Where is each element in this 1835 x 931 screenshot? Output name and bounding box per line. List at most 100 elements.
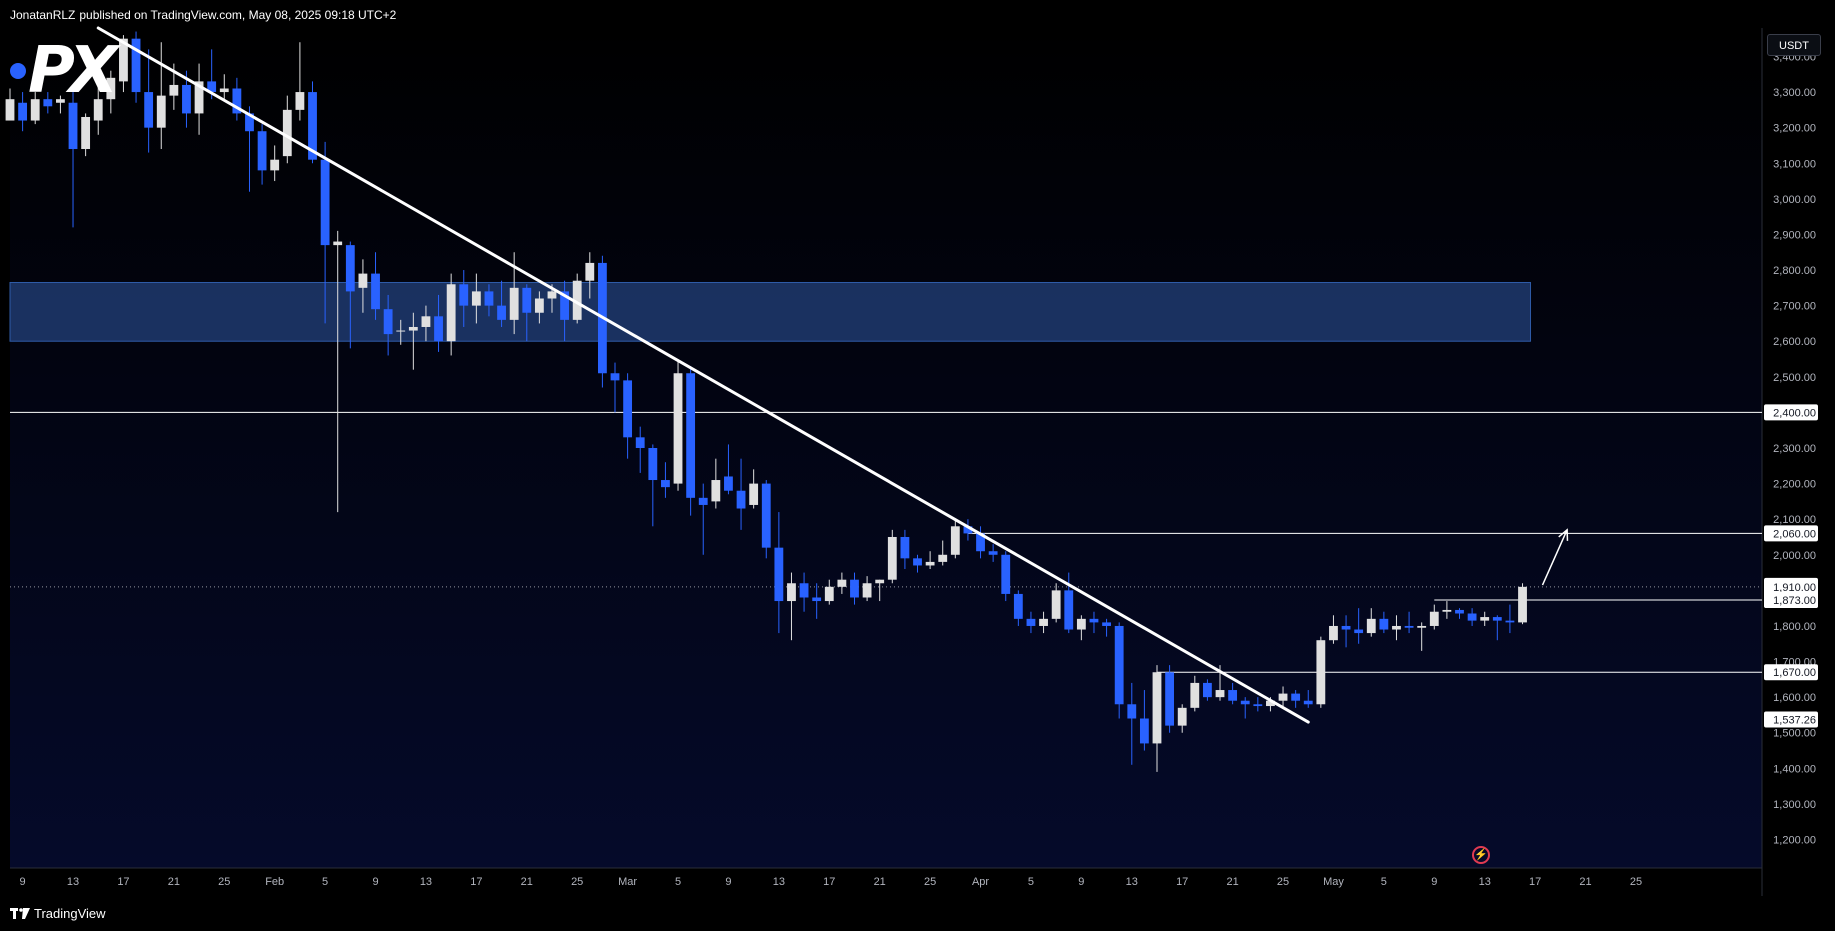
candle[interactable] — [661, 462, 670, 498]
candle[interactable] — [837, 572, 847, 594]
candle[interactable] — [194, 63, 204, 135]
candle[interactable] — [799, 572, 809, 612]
candle[interactable] — [282, 95, 292, 164]
candle[interactable] — [1089, 611, 1099, 634]
candle[interactable] — [1291, 690, 1301, 708]
candle[interactable] — [1127, 682, 1137, 765]
candle[interactable] — [43, 92, 53, 114]
candle[interactable] — [824, 579, 834, 605]
candle[interactable] — [358, 259, 368, 313]
candle[interactable] — [1064, 572, 1074, 634]
candle[interactable] — [724, 444, 733, 495]
candle[interactable] — [963, 519, 973, 541]
candle[interactable] — [850, 572, 859, 605]
candle[interactable] — [56, 95, 65, 114]
candle[interactable] — [1505, 604, 1515, 634]
candle[interactable] — [534, 291, 544, 324]
candle[interactable] — [950, 519, 960, 559]
candle[interactable] — [1253, 697, 1263, 712]
candle[interactable] — [1429, 604, 1439, 630]
candle[interactable] — [1518, 583, 1527, 625]
candle[interactable] — [749, 469, 759, 509]
candle[interactable] — [1329, 615, 1338, 644]
candle[interactable] — [232, 77, 242, 121]
candle[interactable] — [1013, 590, 1023, 626]
candle[interactable] — [1467, 608, 1477, 626]
candle[interactable] — [648, 444, 658, 527]
candle[interactable] — [1455, 608, 1464, 619]
candle[interactable] — [522, 284, 532, 342]
candle[interactable] — [913, 554, 922, 573]
candle[interactable] — [1051, 583, 1061, 623]
candle[interactable] — [597, 255, 607, 388]
candle[interactable] — [1354, 608, 1364, 644]
candle[interactable] — [585, 252, 595, 299]
candle[interactable] — [1379, 611, 1389, 634]
price-axis-label[interactable]: 1,670.00 — [1764, 664, 1818, 681]
candle[interactable] — [434, 294, 443, 352]
tradingview-brand[interactable]: TradingView — [10, 906, 106, 921]
candle[interactable] — [471, 273, 481, 324]
candle[interactable] — [371, 252, 380, 320]
price-axis-label[interactable]: 2,060.00 — [1764, 525, 1818, 542]
candle[interactable] — [1228, 682, 1238, 705]
bolt-icon[interactable]: ⚡ — [1472, 846, 1490, 864]
candle[interactable] — [1392, 615, 1401, 641]
candle[interactable] — [1417, 622, 1427, 651]
candle[interactable] — [572, 273, 582, 324]
candle[interactable] — [623, 373, 633, 459]
candle[interactable] — [862, 576, 872, 602]
candle[interactable] — [396, 319, 406, 345]
author-name[interactable]: JonatanRLZ — [10, 8, 76, 22]
candle[interactable] — [976, 526, 985, 559]
candle[interactable] — [761, 480, 771, 559]
candle[interactable] — [18, 92, 28, 132]
candle[interactable] — [673, 359, 683, 491]
candle[interactable] — [144, 49, 154, 153]
candle[interactable] — [812, 583, 822, 619]
candle[interactable] — [131, 31, 141, 103]
candle[interactable] — [81, 113, 91, 157]
downtrend-line[interactable] — [96, 26, 1310, 724]
resistance-zone[interactable] — [9, 281, 1532, 342]
candle[interactable] — [421, 305, 431, 342]
candle[interactable] — [1039, 611, 1048, 634]
candle[interactable] — [560, 280, 570, 342]
candle[interactable] — [497, 280, 506, 327]
currency-badge[interactable]: USDT — [1767, 34, 1821, 56]
candle[interactable] — [119, 35, 128, 93]
candle[interactable] — [1001, 551, 1011, 602]
candle[interactable] — [1278, 686, 1288, 708]
candle[interactable] — [383, 294, 393, 356]
candle[interactable] — [5, 88, 15, 121]
candle[interactable] — [1114, 622, 1124, 719]
price-axis-label[interactable]: 1,537.26 — [1764, 711, 1818, 728]
candle[interactable] — [345, 241, 355, 349]
candle[interactable] — [925, 551, 935, 570]
candle[interactable] — [408, 312, 418, 370]
candle[interactable] — [484, 284, 494, 317]
candle[interactable] — [1404, 611, 1414, 634]
candle[interactable] — [68, 92, 78, 228]
candle[interactable] — [1202, 679, 1212, 701]
candle[interactable] — [245, 106, 254, 192]
candle[interactable] — [774, 512, 784, 634]
candle[interactable] — [1303, 690, 1313, 708]
candle[interactable] — [1480, 611, 1490, 626]
candle[interactable] — [333, 230, 343, 513]
price-axis-label[interactable]: 2,400.00 — [1764, 404, 1818, 421]
candle[interactable] — [1139, 690, 1149, 751]
candle[interactable] — [207, 49, 217, 100]
candle[interactable] — [938, 540, 948, 566]
candle[interactable] — [1341, 615, 1351, 648]
candle[interactable] — [1165, 665, 1175, 733]
candle[interactable] — [1190, 675, 1200, 712]
candle[interactable] — [295, 42, 305, 121]
candle[interactable] — [887, 529, 897, 584]
candle[interactable] — [787, 572, 796, 641]
candle[interactable] — [156, 42, 166, 150]
candle[interactable] — [1076, 615, 1086, 641]
candle[interactable] — [736, 458, 746, 530]
candle[interactable] — [459, 270, 469, 327]
